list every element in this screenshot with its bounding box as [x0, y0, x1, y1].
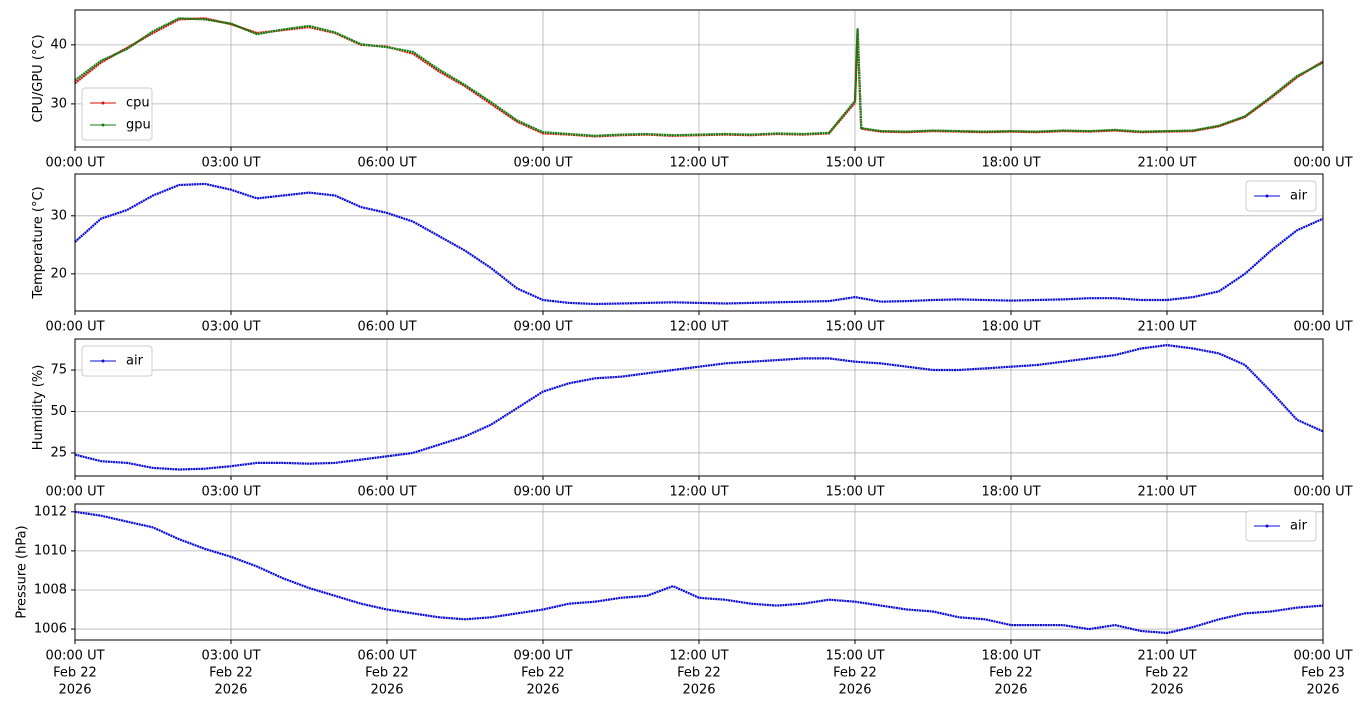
x-tick-label: 15:00 UT: [825, 156, 884, 171]
x-tick-label: Feb 22: [677, 666, 721, 681]
legend-marker: [101, 123, 105, 127]
legend-box: [81, 345, 153, 377]
x-tick-label: 2026: [1150, 683, 1183, 698]
series-line: [74, 17, 1324, 137]
x-tick-label: 00:00 UT: [45, 320, 104, 335]
x-tick-label: 18:00 UT: [981, 156, 1040, 171]
x-tick-label: Feb 22: [1145, 666, 1189, 681]
x-tick-label: 03:00 UT: [201, 649, 260, 664]
x-tick-label: 18:00 UT: [981, 320, 1040, 335]
x-tick-label: 15:00 UT: [825, 649, 884, 664]
axes-frame: [74, 173, 1324, 312]
legend-marker: [101, 101, 105, 105]
x-tick-label: 06:00 UT: [357, 320, 416, 335]
x-tick-label: 2026: [526, 683, 559, 698]
legend: air: [1245, 510, 1317, 542]
x-tick-label: 00:00 UT: [1293, 156, 1352, 171]
x-tick-label: 12:00 UT: [669, 320, 728, 335]
axes-frame: [74, 503, 1324, 641]
x-tick-label: 09:00 UT: [513, 320, 572, 335]
x-tick-label: 21:00 UT: [1137, 649, 1196, 664]
x-tick-label: 00:00 UT: [45, 649, 104, 664]
x-tick-label: 00:00 UT: [1293, 320, 1352, 335]
y-tick-label: 50: [50, 404, 67, 419]
legend: air: [81, 345, 153, 377]
x-tick-label: 2026: [682, 683, 715, 698]
x-tick-label: 06:00 UT: [357, 156, 416, 171]
x-tick-label: 15:00 UT: [825, 485, 884, 500]
x-tick-label: 21:00 UT: [1137, 320, 1196, 335]
y-tick-label: 20: [50, 266, 67, 281]
x-tick-label: Feb 22: [209, 666, 253, 681]
legend: cpu gpu: [81, 87, 153, 141]
x-tick-label: Feb 22: [833, 666, 877, 681]
x-tick-label: 09:00 UT: [513, 485, 572, 500]
series-line: [74, 510, 1324, 635]
x-tick-label: 03:00 UT: [201, 485, 260, 500]
x-tick-label: Feb 23: [1301, 666, 1345, 681]
x-tick-label: 21:00 UT: [1137, 156, 1196, 171]
y-tick-label: 1012: [34, 504, 67, 519]
x-tick-label: 12:00 UT: [669, 649, 728, 664]
x-tick-label: 00:00 UT: [1293, 485, 1352, 500]
x-tick-label: 03:00 UT: [201, 156, 260, 171]
x-tick-label: 15:00 UT: [825, 320, 884, 335]
axes-frame: [74, 338, 1324, 477]
x-tick-label: 00:00 UT: [45, 485, 104, 500]
x-tick-label: Feb 22: [365, 666, 409, 681]
y-tick-label: 30: [50, 96, 67, 111]
x-tick-label: 12:00 UT: [669, 156, 728, 171]
x-tick-label: 06:00 UT: [357, 649, 416, 664]
y-tick-label: 1008: [34, 582, 67, 597]
x-tick-label: 21:00 UT: [1137, 485, 1196, 500]
y-axis-label: Temperature (°C): [31, 186, 46, 299]
x-tick-label: 06:00 UT: [357, 485, 416, 500]
x-tick-label: 2026: [58, 683, 91, 698]
x-tick-label: 00:00 UT: [1293, 649, 1352, 664]
series-line: [74, 343, 1324, 471]
series-line: [74, 182, 1324, 306]
legend: air: [1245, 180, 1317, 212]
x-tick-label: 09:00 UT: [513, 156, 572, 171]
x-tick-label: Feb 22: [521, 666, 565, 681]
x-tick-label: 18:00 UT: [981, 485, 1040, 500]
legend-box: [1245, 180, 1317, 212]
y-tick-label: 1010: [34, 543, 67, 558]
x-tick-label: 09:00 UT: [513, 649, 572, 664]
legend-marker: [101, 359, 105, 363]
x-tick-label: 18:00 UT: [981, 649, 1040, 664]
legend-marker: [1265, 524, 1269, 528]
axes-frame: [74, 9, 1324, 148]
y-axis-label: Pressure (hPa): [15, 525, 30, 618]
legend-label: air: [1290, 189, 1308, 204]
x-tick-label: Feb 22: [989, 666, 1033, 681]
x-tick-label: 2026: [1306, 683, 1339, 698]
y-tick-label: 40: [50, 37, 67, 52]
x-tick-label: Feb 22: [53, 666, 97, 681]
y-tick-label: 75: [50, 363, 67, 378]
y-axis-label: Humidity (%): [31, 365, 46, 451]
x-tick-label: 03:00 UT: [201, 320, 260, 335]
y-tick-label: 30: [50, 208, 67, 223]
y-tick-label: 1006: [34, 622, 67, 637]
x-tick-label: 00:00 UT: [45, 156, 104, 171]
x-tick-label: 2026: [838, 683, 871, 698]
x-tick-label: 2026: [994, 683, 1027, 698]
legend-box: [1245, 510, 1317, 542]
legend-label: gpu: [126, 118, 151, 133]
legend-marker: [1265, 194, 1269, 198]
legend-label: air: [1290, 519, 1308, 534]
y-axis-label: CPU/GPU (°C): [31, 34, 46, 122]
x-tick-label: 2026: [214, 683, 247, 698]
x-tick-label: 12:00 UT: [669, 485, 728, 500]
x-tick-label: 2026: [370, 683, 403, 698]
y-tick-label: 25: [50, 445, 67, 460]
legend-label: cpu: [126, 96, 150, 111]
legend-box: [81, 87, 153, 141]
legend-label: air: [126, 354, 144, 369]
